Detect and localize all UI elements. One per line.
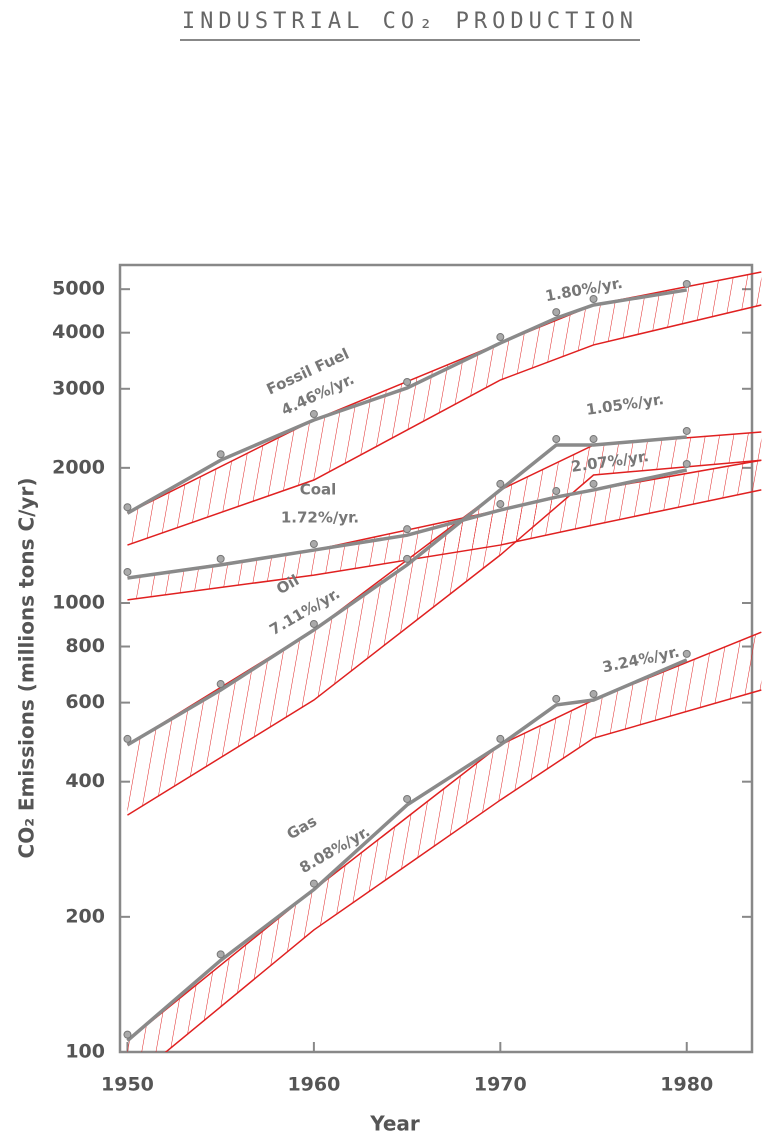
data-point <box>123 734 132 743</box>
band-hatch <box>127 460 762 600</box>
y-tick-label: 400 <box>65 770 105 792</box>
band-hatch <box>127 632 762 1052</box>
data-point <box>552 435 561 444</box>
data-point <box>123 1030 132 1039</box>
data-point <box>309 540 318 549</box>
band-edge <box>164 689 762 1052</box>
x-tick-label: 1950 <box>101 1074 154 1096</box>
data-point <box>496 333 505 342</box>
data-point <box>123 567 132 576</box>
series-line <box>127 468 688 580</box>
series-line <box>126 658 688 1042</box>
data-point <box>403 525 412 534</box>
y-tick-label: 800 <box>65 635 105 657</box>
data-point <box>496 479 505 488</box>
data-point <box>682 279 691 288</box>
y-tick-label: 4000 <box>52 321 105 343</box>
band-hatch <box>127 272 762 546</box>
y-tick-label: 2000 <box>52 456 105 478</box>
data-point <box>403 554 412 563</box>
data-point <box>589 435 598 444</box>
y-axis-label: CO₂ Emissions (millions tons C/yr) <box>15 478 39 859</box>
data-point <box>216 554 225 563</box>
data-point <box>216 450 225 459</box>
data-point <box>682 649 691 658</box>
data-point <box>403 377 412 386</box>
series-label: Gas <box>284 812 320 843</box>
data-point <box>309 619 318 628</box>
data-point <box>496 500 505 509</box>
band-edge <box>127 304 762 546</box>
x-tick-label: 1980 <box>660 1074 713 1096</box>
x-tick-label: 1960 <box>287 1074 340 1096</box>
y-tick-label: 200 <box>65 905 105 927</box>
chart-title: INDUSTRIAL CO₂ PRODUCTION <box>182 9 638 34</box>
data-point <box>309 410 318 419</box>
data-point <box>682 426 691 435</box>
y-tick-label: 1000 <box>52 592 105 614</box>
data-point <box>552 487 561 496</box>
data-point <box>216 680 225 689</box>
data-point <box>589 479 598 488</box>
data-point <box>552 694 561 703</box>
data-point <box>552 308 561 317</box>
data-point <box>403 794 412 803</box>
annotation: 1.05%/yr. <box>585 390 665 419</box>
data-point <box>496 734 505 743</box>
x-tick-label: 1970 <box>474 1074 527 1096</box>
data-point <box>123 503 132 512</box>
data-point <box>589 295 598 304</box>
x-axis-label: Year <box>369 1112 420 1136</box>
series-line <box>126 288 688 515</box>
plot-area <box>123 271 762 1052</box>
y-tick-label: 3000 <box>52 377 105 399</box>
data-point <box>216 950 225 959</box>
series-line <box>126 435 687 747</box>
annotation: 1.72%/yr. <box>281 509 359 527</box>
series-label: Coal <box>300 481 337 499</box>
y-tick-label: 100 <box>65 1041 105 1063</box>
band-edge <box>127 459 762 816</box>
y-tick-label: 600 <box>65 691 105 713</box>
data-point <box>589 690 598 699</box>
data-point <box>682 460 691 469</box>
y-tick-label: 5000 <box>52 278 105 300</box>
data-point <box>309 879 318 888</box>
